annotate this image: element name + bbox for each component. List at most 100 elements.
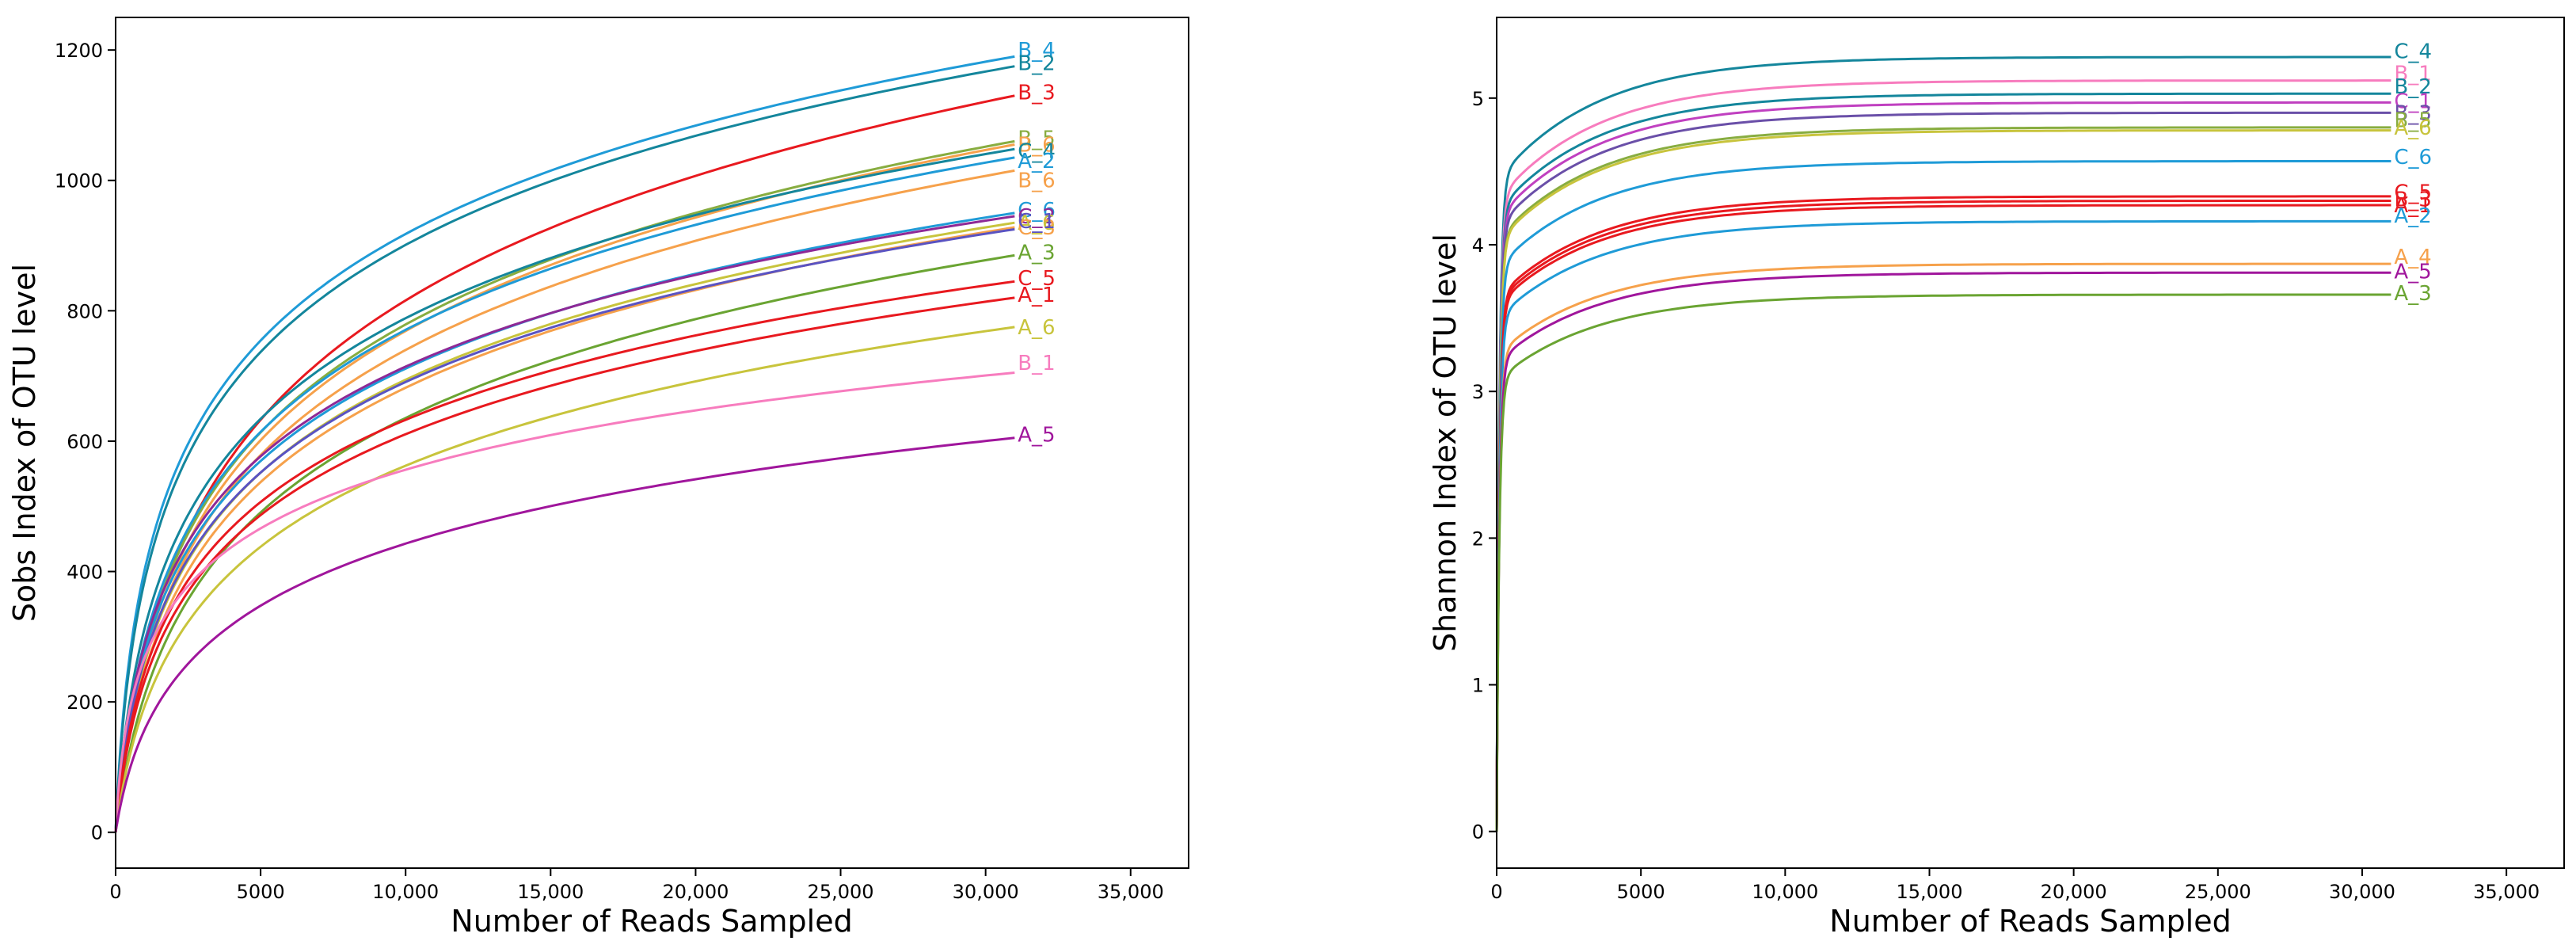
x-tick-label: 0 bbox=[109, 881, 121, 903]
shannon-series-c-6 bbox=[1495, 160, 2391, 832]
y-tick-label: 0 bbox=[1472, 821, 1484, 844]
shannon-plot-frame bbox=[1496, 17, 2565, 869]
shannon-end-label: A_1 bbox=[2394, 194, 2431, 218]
shannon-end-label: C_1 bbox=[2394, 90, 2432, 114]
sobs-series-b-6 bbox=[114, 143, 1015, 832]
x-tick-label: 5000 bbox=[237, 881, 285, 903]
sobs-end-label: C_3 bbox=[1018, 216, 1056, 240]
y-tick-label: 1 bbox=[1472, 675, 1484, 697]
shannon-end-label: A_5 bbox=[2394, 260, 2431, 284]
sobs-end-label: C_1 bbox=[1018, 210, 1056, 234]
sobs-series-a-6 bbox=[114, 221, 1015, 832]
shannon-series-a-3 bbox=[1495, 293, 2391, 832]
sobs-series-c-4 bbox=[114, 147, 1015, 832]
shannon-end-label: B_5 bbox=[2394, 109, 2431, 133]
sobs-series-b-2 bbox=[114, 65, 1015, 832]
shannon-series-a-1 bbox=[1495, 204, 2391, 832]
sobs-end-label: B_5 bbox=[1018, 127, 1055, 150]
y-tick-label: 800 bbox=[67, 300, 103, 322]
shannon-series-c-4 bbox=[1495, 55, 2391, 832]
x-tick-label: 5000 bbox=[1617, 881, 1665, 903]
x-tick-label: 35,000 bbox=[2473, 881, 2540, 903]
x-tick-label: 20,000 bbox=[662, 881, 729, 903]
sobs-end-label: B_6 bbox=[1018, 170, 1055, 193]
shannon-end-label: B_3 bbox=[2394, 101, 2431, 125]
sobs-end-label: B_1 bbox=[1018, 352, 1055, 375]
sobs-rarefaction-chart: B_4B_2B_3B_5B_6C_4A_2B_6C_6C_2A_6C_3C_1A… bbox=[7, 17, 1189, 939]
shannon-end-label: C_5 bbox=[2394, 181, 2432, 204]
x-tick-label: 10,000 bbox=[372, 881, 439, 903]
shannon-end-label: A_3 bbox=[2394, 282, 2431, 306]
shannon-x-axis-label: Number of Reads Sampled bbox=[1829, 904, 2231, 939]
sobs-end-label: B_3 bbox=[1018, 82, 1055, 105]
sobs-series-a-1 bbox=[114, 296, 1015, 832]
sobs-end-label: A_5 bbox=[1018, 424, 1055, 448]
shannon-series-a-6 bbox=[1495, 129, 2391, 832]
shannon-series-b-2 bbox=[1495, 92, 2391, 832]
shannon-series-b-1 bbox=[1495, 79, 2391, 832]
x-tick-label: 30,000 bbox=[2329, 881, 2395, 903]
y-tick-label: 600 bbox=[67, 431, 103, 453]
sobs-plot-frame bbox=[115, 17, 1189, 869]
sobs-end-label: B_6 bbox=[1018, 133, 1055, 157]
x-tick-label: 15,000 bbox=[517, 881, 584, 903]
shannon-series-b-3 bbox=[1495, 111, 2391, 832]
shannon-series-a-2 bbox=[1495, 219, 2391, 832]
shannon-end-label: C_6 bbox=[2394, 146, 2432, 170]
sobs-end-label: A_1 bbox=[1018, 284, 1055, 307]
sobs-y-axis-label: Sobs Index of OTU level bbox=[7, 264, 42, 622]
sobs-end-label: C_5 bbox=[1018, 267, 1056, 291]
shannon-series-c-5 bbox=[1495, 195, 2391, 832]
y-tick-label: 400 bbox=[67, 562, 103, 584]
sobs-end-label: A_3 bbox=[1018, 241, 1055, 265]
y-tick-label: 0 bbox=[91, 822, 103, 844]
sobs-series-a-2 bbox=[114, 156, 1015, 832]
y-tick-label: 4 bbox=[1472, 234, 1484, 257]
sobs-series-layer bbox=[114, 55, 1015, 832]
shannon-series-c-1 bbox=[1495, 101, 2391, 832]
sobs-end-label: C_4 bbox=[1018, 140, 1056, 164]
sobs-end-label: A_2 bbox=[1018, 150, 1055, 173]
sobs-y-ticks: 0 200 400 600 800 1000 1200 bbox=[55, 40, 116, 844]
shannon-end-label: B_2 bbox=[2394, 75, 2431, 99]
x-tick-label: 10,000 bbox=[1752, 881, 1818, 903]
sobs-series-b-6 bbox=[114, 169, 1015, 832]
x-tick-label: 15,000 bbox=[1896, 881, 1962, 903]
shannon-series-b-5 bbox=[1495, 126, 2391, 832]
y-tick-label: 3 bbox=[1472, 381, 1484, 403]
shannon-series-a-4 bbox=[1495, 262, 2391, 832]
sobs-series-c-6 bbox=[114, 211, 1015, 832]
y-tick-label: 1000 bbox=[55, 170, 103, 192]
shannon-rarefaction-chart: C_4B_1B_2C_1B_3B_5A_6C_6C_5B_3A_1A_2A_4A… bbox=[1428, 17, 2565, 939]
x-tick-label: 0 bbox=[1490, 881, 1502, 903]
shannon-series-b-3 bbox=[1495, 200, 2391, 832]
sobs-end-label: C_6 bbox=[1018, 199, 1056, 223]
y-tick-label: 5 bbox=[1472, 88, 1484, 110]
sobs-series-c-5 bbox=[114, 280, 1015, 832]
x-tick-label: 20,000 bbox=[2041, 881, 2107, 903]
sobs-series-a-3 bbox=[114, 253, 1015, 832]
shannon-end-label: C_4 bbox=[2394, 40, 2432, 64]
shannon-y-axis-label: Shannon Index of OTU level bbox=[1428, 234, 1463, 652]
y-tick-label: 1200 bbox=[55, 40, 103, 62]
shannon-end-label: A_2 bbox=[2394, 204, 2431, 228]
sobs-x-axis-label: Number of Reads Sampled bbox=[451, 904, 852, 939]
shannon-end-label: A_6 bbox=[2394, 116, 2431, 140]
sobs-series-b-4 bbox=[114, 55, 1015, 832]
sobs-series-b-1 bbox=[114, 371, 1015, 832]
shannon-x-ticks: 0 5000 10,000 15,000 20,000 25,000 30,000 35,00… bbox=[1490, 868, 2540, 903]
shannon-series-a-5 bbox=[1495, 271, 2391, 832]
shannon-end-labels: C_4B_1B_2C_1B_3B_5A_6C_6C_5B_3A_1A_2A_4A… bbox=[2394, 40, 2432, 307]
sobs-series-c-2 bbox=[114, 215, 1015, 832]
sobs-end-label: C_2 bbox=[1018, 205, 1056, 229]
sobs-x-ticks: 0 5000 10,000 15,000 20,000 25,000 30,000 35,00… bbox=[109, 868, 1164, 903]
shannon-y-ticks: 0 1 2 3 4 5 bbox=[1472, 88, 1497, 844]
shannon-end-label: A_4 bbox=[2394, 246, 2431, 269]
sobs-end-label: B_4 bbox=[1018, 39, 1055, 63]
x-tick-label: 25,000 bbox=[2185, 881, 2251, 903]
x-tick-label: 30,000 bbox=[953, 881, 1019, 903]
shannon-end-label: B_1 bbox=[2394, 62, 2431, 86]
y-tick-label: 2 bbox=[1472, 528, 1484, 550]
sobs-end-label: B_2 bbox=[1018, 52, 1055, 76]
